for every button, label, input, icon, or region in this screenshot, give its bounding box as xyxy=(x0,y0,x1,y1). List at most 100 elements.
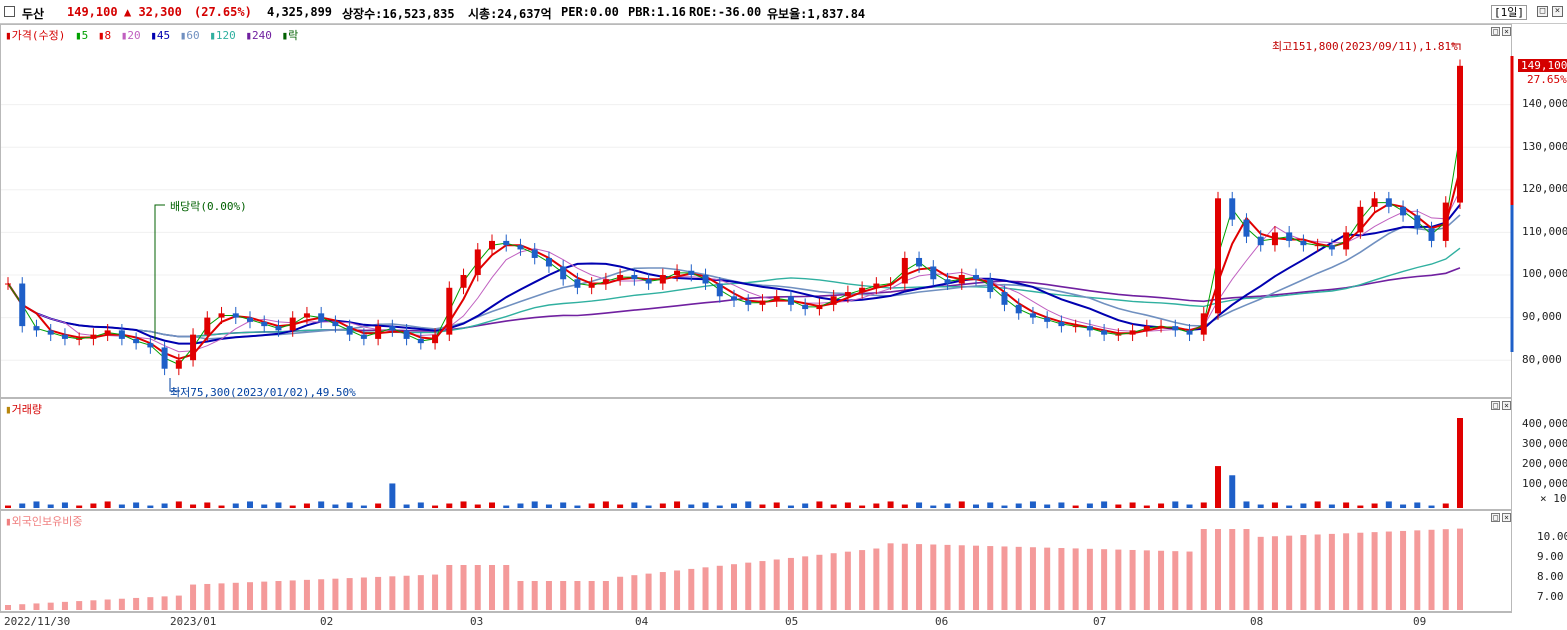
volume-bar xyxy=(19,503,26,508)
candle-body xyxy=(61,334,68,339)
candle-body xyxy=(417,338,424,344)
foreign-ratio-bar xyxy=(802,556,809,610)
volume-bar xyxy=(1300,503,1307,508)
per-value: PER:0.00 xyxy=(561,5,619,19)
volume-panel[interactable]: ▮거래량 □ × xyxy=(0,398,1512,510)
x-tick: 05 xyxy=(785,615,799,628)
foreign-ratio-bar xyxy=(232,582,239,610)
volume-bar xyxy=(1001,505,1008,508)
stock-name[interactable]: 두산 xyxy=(22,7,45,21)
foreign-ratio-bar xyxy=(90,600,97,610)
foreign-ratio-bar xyxy=(973,545,979,610)
maximize-icon[interactable]: □ xyxy=(1537,6,1548,17)
volume-unit: × 10 xyxy=(1540,492,1567,505)
volume-bar xyxy=(403,504,410,508)
volume-bar xyxy=(346,502,353,508)
candle-body xyxy=(47,330,54,335)
volume-bar xyxy=(560,502,567,508)
volume-bar xyxy=(887,501,894,508)
candle-body xyxy=(346,326,353,335)
foreign-ratio-bar xyxy=(133,597,140,610)
legend-price: ▮가격(수정) xyxy=(5,29,66,42)
foreign-ratio-bar xyxy=(161,596,168,610)
candle-body xyxy=(816,304,823,310)
volume-y-tick: 100,000 xyxy=(1522,477,1567,490)
close-icon[interactable]: × xyxy=(1552,6,1563,17)
foreign-ratio-bar xyxy=(218,583,225,610)
volume-bar xyxy=(1200,502,1207,508)
candle-body xyxy=(76,338,83,340)
dividend-marker xyxy=(154,204,165,340)
panel-maximize-icon[interactable]: □ xyxy=(1491,401,1500,410)
volume-bar xyxy=(1328,504,1335,508)
foreign-ratio-bar xyxy=(1257,536,1264,610)
roe-value: ROE:-36.00 xyxy=(689,5,762,19)
panel-maximize-icon[interactable]: □ xyxy=(1491,27,1500,36)
period-selector[interactable]: [1일] xyxy=(1491,5,1527,20)
volume-bar xyxy=(588,503,595,508)
foreign-ratio-bar xyxy=(1129,549,1136,610)
foreign-legend: ▮외국인보유비중 xyxy=(5,515,83,528)
foreign-ratio-bar xyxy=(901,543,908,610)
volume-bar xyxy=(1172,501,1179,508)
volume-bar xyxy=(1286,505,1293,508)
volume-bar xyxy=(204,502,211,508)
volume-bar xyxy=(1271,502,1278,508)
foreign-ratio-bar xyxy=(1357,532,1364,610)
panel-close-icon[interactable]: × xyxy=(1502,513,1511,522)
x-tick: 2022/11/30 xyxy=(4,615,71,628)
candle-body xyxy=(674,270,681,275)
candle-body xyxy=(560,266,567,280)
volume-bar xyxy=(1229,475,1236,508)
candle-body xyxy=(204,317,211,335)
foreign-ratio-bar xyxy=(118,598,125,610)
high-annotation: 최고151,800(2023/09/11),1.81% xyxy=(1272,40,1458,53)
panel-close-icon[interactable]: × xyxy=(1502,401,1511,410)
select-checkbox[interactable] xyxy=(4,6,15,17)
volume-bar xyxy=(5,505,11,508)
foreign-ratio-bar xyxy=(759,561,766,610)
panel-close-icon[interactable]: × xyxy=(1502,27,1511,36)
panel-maximize-icon[interactable]: □ xyxy=(1491,513,1500,522)
foreign-ratio-bar xyxy=(1314,534,1321,610)
candle-body xyxy=(631,275,638,280)
candle-body xyxy=(360,334,367,339)
volume-bar xyxy=(1314,501,1321,508)
foreign-ratio-bar xyxy=(19,604,26,610)
foreign-ratio-bar xyxy=(33,603,40,610)
x-tick: 06 xyxy=(935,615,949,628)
foreign-ratio-bar xyxy=(716,565,723,610)
foreign-ratio-bar xyxy=(1058,548,1065,610)
foreign-ratio-bar xyxy=(503,565,510,610)
x-tick: 09 xyxy=(1413,615,1427,628)
candle-body xyxy=(645,279,652,284)
foreign-y-tick: 7.00 xyxy=(1537,590,1564,603)
foreign-ratio-bar xyxy=(275,581,282,610)
y-tick: 130,000 xyxy=(1522,140,1567,153)
foreign-ratio-bar xyxy=(1172,551,1179,610)
candle-body xyxy=(1215,198,1221,314)
candle-body xyxy=(161,347,168,369)
low-annotation: 최저75,300(2023/01/02),49.50% xyxy=(170,386,356,399)
candle-body xyxy=(460,275,467,288)
foreign-ratio-bar xyxy=(190,584,197,610)
volume-bar xyxy=(360,505,367,508)
volume-y-tick: 200,000 xyxy=(1522,457,1567,470)
candle-body xyxy=(147,343,154,348)
volume-bar xyxy=(816,501,823,508)
foreign-ratio-bar xyxy=(1200,529,1207,610)
volume-bar xyxy=(1385,501,1392,508)
foreign-ratio-bar xyxy=(1229,529,1236,610)
foreign-ratio-bar xyxy=(787,557,794,610)
candle-body xyxy=(930,266,937,280)
candle-body xyxy=(759,300,766,305)
foreign-ratio-bar xyxy=(47,602,54,610)
volume-bar xyxy=(674,501,681,508)
x-axis xyxy=(0,612,1512,630)
foreign-ratio-bar xyxy=(987,546,994,610)
volume-bar xyxy=(389,483,396,508)
foreign-ratio-bar xyxy=(1015,546,1022,610)
candle-body xyxy=(617,275,624,280)
volume-bar xyxy=(1072,505,1079,508)
candle-body xyxy=(574,279,581,288)
